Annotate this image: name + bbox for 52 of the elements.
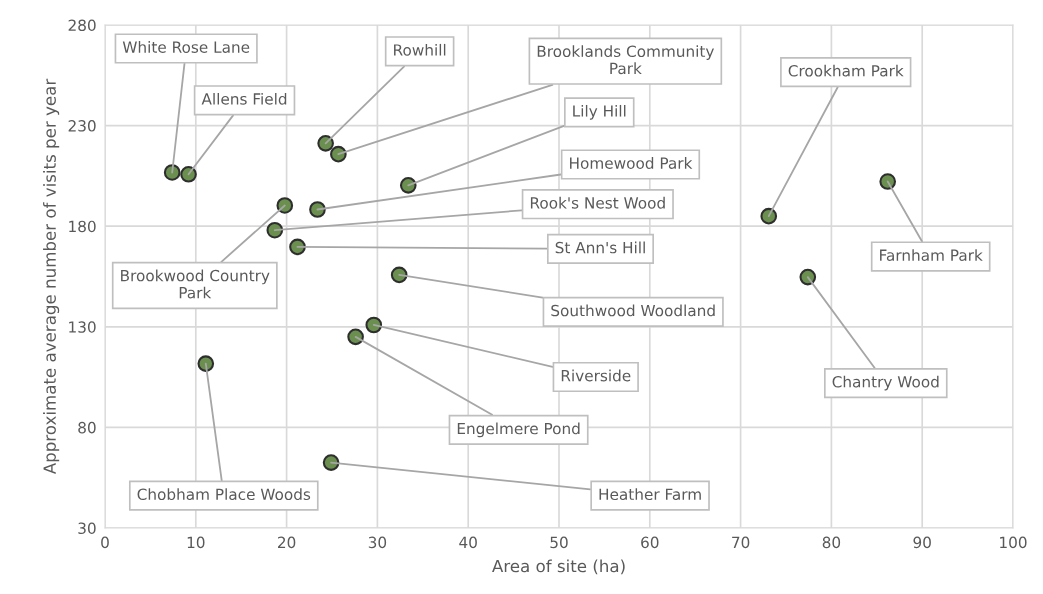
x-tick-label: 0 (101, 536, 109, 549)
x-tick-label: 40 (459, 536, 477, 549)
point (309, 201, 326, 218)
point (322, 454, 340, 471)
x-tick-label: 80 (822, 536, 841, 549)
point (799, 268, 817, 286)
y-axis-title: Approximate average number of visits per year (43, 78, 60, 475)
x-tick-label: 30 (368, 536, 387, 549)
x-tick-label: 20 (278, 536, 296, 549)
annotation: Brooklands Community Park (537, 45, 714, 75)
annotation: Rowhill (394, 43, 446, 56)
point (197, 355, 215, 372)
point (879, 173, 897, 190)
annotation: Homewood Park (570, 157, 693, 169)
x-tick-label: 90 (913, 536, 931, 549)
y-tick-label: 130 (69, 321, 96, 333)
annotation: Heather Farm (599, 488, 701, 501)
x-tick-label: 60 (641, 536, 659, 549)
annotation: Brookwood Country Park (121, 269, 270, 299)
annotation: White Rose Lane (122, 41, 250, 53)
annotation: Chobham Place Woods (137, 488, 311, 501)
point (276, 197, 294, 214)
point (330, 145, 347, 163)
point (163, 164, 181, 181)
x-tick-label: 10 (187, 536, 205, 549)
annotation: St Ann's Hill (555, 241, 645, 254)
point (289, 238, 306, 256)
annotation: Riverside (561, 369, 631, 382)
annotation: Engelmere Pond (457, 422, 580, 438)
point (760, 207, 778, 225)
y-tick-label: 230 (68, 120, 96, 132)
x-tick-label: 100 (1000, 536, 1027, 549)
y-tick-label: 80 (78, 421, 96, 434)
annotation: Chantry Wood (832, 375, 939, 391)
point (347, 328, 364, 346)
annotation: Crookham Park (788, 64, 904, 77)
point (266, 221, 284, 239)
annotation: Rook's Nest Wood (530, 196, 665, 209)
annotation: Lily Hill (573, 104, 626, 120)
annotation: Southwood Woodland (551, 304, 715, 317)
y-tick-label: 30 (78, 522, 96, 535)
y-tick-label: 280 (68, 19, 96, 32)
point (399, 177, 417, 194)
x-tick-label: 50 (550, 536, 568, 549)
x-axis-title: Area of site (ha) (492, 559, 625, 575)
point (390, 266, 408, 284)
y-tick-label: 180 (69, 220, 96, 233)
point (317, 134, 334, 152)
point (180, 165, 197, 183)
annotation: Farnham Park (880, 249, 983, 261)
annotation: Allens Field (201, 92, 287, 105)
x-tick-label: 70 (732, 536, 750, 549)
